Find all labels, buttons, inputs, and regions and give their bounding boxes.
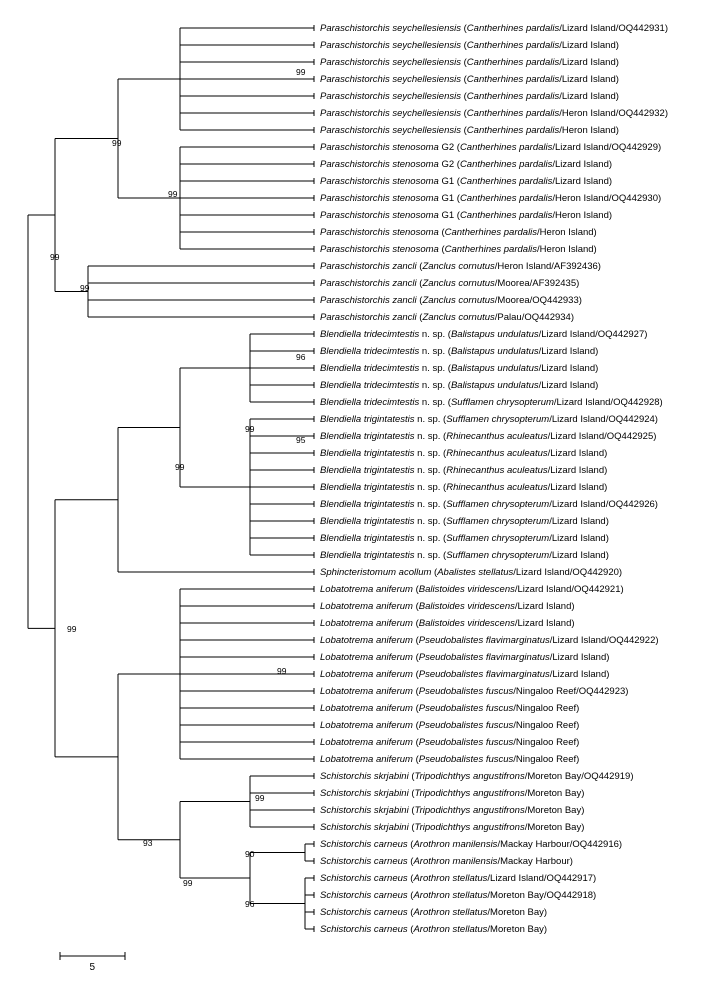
taxon-label: Paraschistorchis seychellesiensis (Canth… [320,57,619,68]
taxon-label: Paraschistorchis zancli (Zanclus cornutu… [320,295,582,306]
taxon-label: Lobatotrema aniferum (Balistoides viride… [320,584,624,595]
taxon-label: Paraschistorchis seychellesiensis (Canth… [320,74,619,85]
taxon-label: Schistorchis skrjabini (Tripodichthys an… [320,788,584,799]
taxon-label: Schistorchis carneus (Arothron stellatus… [320,924,547,935]
taxon-label: Blendiella tridecimtestis n. sp. (Balist… [320,329,647,340]
scale-bar-label: 5 [90,962,96,972]
taxon-label: Lobatotrema aniferum (Balistoides viride… [320,601,575,612]
taxon-label: Schistorchis carneus (Arothron stellatus… [320,890,596,901]
taxon-label: Schistorchis skrjabini (Tripodichthys an… [320,771,634,782]
taxon-label: Paraschistorchis stenosoma G2 (Cantherhi… [320,159,612,170]
taxon-label: Lobatotrema aniferum (Pseudobalistes fus… [320,737,579,748]
taxon-label: Paraschistorchis seychellesiensis (Canth… [320,91,619,102]
taxon-label: Blendiella tridecimtestis n. sp. (Balist… [320,363,598,374]
taxon-label: Schistorchis carneus (Arothron stellatus… [320,873,596,884]
taxon-label: Blendiella trigintatestis n. sp. (Rhinec… [320,448,607,459]
taxon-label: Lobatotrema aniferum (Pseudobalistes fus… [320,703,579,714]
taxon-label: Paraschistorchis seychellesiensis (Canth… [320,108,668,119]
taxon-label: Blendiella trigintatestis n. sp. (Suffla… [320,499,658,510]
taxon-label: Schistorchis skrjabini (Tripodichthys an… [320,805,584,816]
taxon-label: Blendiella trigintatestis n. sp. (Suffla… [320,550,609,561]
taxon-label: Lobatotrema aniferum (Pseudobalistes fus… [320,754,579,765]
taxon-label: Lobatotrema aniferum (Balistoides viride… [320,618,575,629]
taxon-label: Lobatotrema aniferum (Pseudobalistes fus… [320,686,628,697]
taxon-label: Paraschistorchis zancli (Zanclus cornutu… [320,312,574,323]
taxon-label: Schistorchis carneus (Arothron manilensi… [320,839,622,850]
taxon-label: Paraschistorchis seychellesiensis (Canth… [320,40,619,51]
taxon-label: Lobatotrema aniferum (Pseudobalistes fla… [320,652,609,663]
taxon-label: Lobatotrema aniferum (Pseudobalistes fla… [320,669,609,680]
support-value: 99 [296,67,306,77]
support-value: 96 [296,352,306,362]
taxon-label: Blendiella tridecimtestis n. sp. (Balist… [320,380,598,391]
taxon-label: Schistorchis skrjabini (Tripodichthys an… [320,822,584,833]
taxon-label: Schistorchis carneus (Arothron stellatus… [320,907,547,918]
taxon-label: Schistorchis carneus (Arothron manilensi… [320,856,573,867]
taxon-label: Blendiella trigintatestis n. sp. (Suffla… [320,516,609,527]
support-value: 99 [183,878,193,888]
taxon-label: Blendiella trigintatestis n. sp. (Rhinec… [320,465,607,476]
taxon-label: Paraschistorchis stenosoma G1 (Cantherhi… [320,176,612,187]
taxon-label: Blendiella tridecimtestis n. sp. (Balist… [320,346,598,357]
taxon-label: Blendiella tridecimtestis n. sp. (Suffla… [320,397,663,408]
support-value: 96 [245,899,255,909]
taxon-label: Blendiella trigintatestis n. sp. (Rhinec… [320,482,607,493]
taxon-label: Paraschistorchis stenosoma G1 (Cantherhi… [320,210,612,221]
support-value: 99 [67,624,77,634]
support-value: 93 [143,838,153,848]
phylogenetic-tree: 99 99 99 Paraschistorchis seychellesiensis … [20,20,696,972]
support-value: 99 [168,189,178,199]
support-value: 99 [112,138,122,148]
taxon-label: Paraschistorchis zancli (Zanclus cornutu… [320,261,601,272]
support-value: 99 [255,793,265,803]
taxon-label: Paraschistorchis seychellesiensis (Canth… [320,23,668,34]
taxon-label: Blendiella trigintatestis n. sp. (Suffla… [320,533,609,544]
taxon-label: Paraschistorchis stenosoma (Cantherhines… [320,227,597,238]
taxon-label: Paraschistorchis stenosoma G1 (Cantherhi… [320,193,661,204]
taxon-label: Lobatotrema aniferum (Pseudobalistes fla… [320,635,659,646]
taxon-label: Paraschistorchis seychellesiensis (Canth… [320,125,619,136]
taxon-label: Paraschistorchis zancli (Zanclus cornutu… [320,278,579,289]
support-value: 90 [245,849,255,859]
taxon-label: Blendiella trigintatestis n. sp. (Suffla… [320,414,658,425]
taxon-label: Paraschistorchis stenosoma G2 (Cantherhi… [320,142,661,153]
taxon-label: Sphincteristomum acollum (Abalistes stel… [320,567,622,578]
taxon-label: Blendiella trigintatestis n. sp. (Rhinec… [320,431,656,442]
taxon-label: Paraschistorchis stenosoma (Cantherhines… [320,244,597,255]
taxon-label: Lobatotrema aniferum (Pseudobalistes fus… [320,720,579,731]
